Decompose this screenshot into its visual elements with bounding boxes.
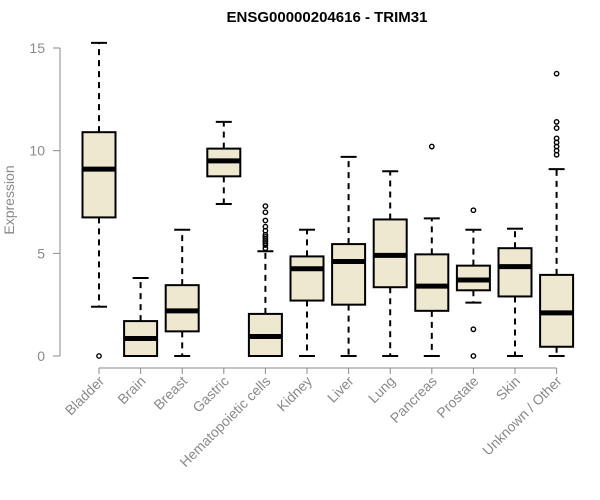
box-8 — [414, 143, 450, 357]
x-tick-label-2: Breast — [150, 373, 190, 413]
box-7 — [372, 170, 408, 357]
x-tick-label-9: Prostate — [433, 373, 481, 421]
x-tick-label-0: Bladder — [62, 373, 108, 419]
y-tick-label-3: 15 — [29, 40, 45, 56]
box-11 — [539, 70, 575, 357]
box-outlier — [470, 207, 477, 214]
box-2 — [164, 228, 200, 357]
y-tick-label-2: 10 — [29, 143, 45, 159]
box-6 — [331, 155, 367, 357]
box-outlier — [553, 119, 560, 125]
box-3 — [206, 120, 242, 206]
x-tick-label-1: Brain — [114, 373, 148, 407]
box-outlier — [553, 70, 560, 77]
x-tick-label-10: Skin — [493, 373, 524, 404]
x-tick-label-6: Liver — [324, 373, 357, 406]
box-outlier — [262, 203, 269, 210]
box-9 — [455, 207, 491, 359]
box-outlier — [428, 143, 435, 150]
box-outlier — [553, 135, 560, 142]
box-0 — [81, 41, 117, 359]
box-body — [331, 243, 367, 306]
box-body — [81, 131, 117, 219]
box-outlier — [262, 217, 269, 224]
box-outlier — [470, 326, 477, 333]
box-outlier — [262, 234, 269, 240]
x-tick-label-5: Kidney — [274, 373, 316, 415]
y-tick-label-1: 5 — [37, 245, 45, 261]
box-body — [289, 255, 325, 302]
x-tick-label-11: Unknown / Other — [479, 373, 565, 459]
box-body — [414, 253, 450, 312]
chart-title: ENSG00000204616 - TRIM31 — [227, 9, 428, 26]
box-5 — [289, 228, 325, 357]
y-tick-label-0: 0 — [37, 348, 45, 364]
box-outlier — [553, 125, 560, 131]
box-outlier — [470, 353, 477, 359]
boxes-group — [81, 41, 575, 359]
box-outlier — [262, 245, 269, 252]
box-body — [164, 284, 200, 333]
box-outlier — [262, 223, 269, 230]
box-outlier — [96, 353, 102, 359]
box-1 — [123, 276, 159, 357]
box-outlier — [262, 209, 269, 216]
box-body — [497, 247, 533, 298]
x-tick-label-7: Lung — [365, 373, 398, 406]
y-axis-label: Expression — [1, 165, 17, 234]
y-axis: 0 5 10 15 — [29, 40, 61, 364]
box-10 — [497, 227, 533, 357]
box-4 — [247, 203, 283, 358]
